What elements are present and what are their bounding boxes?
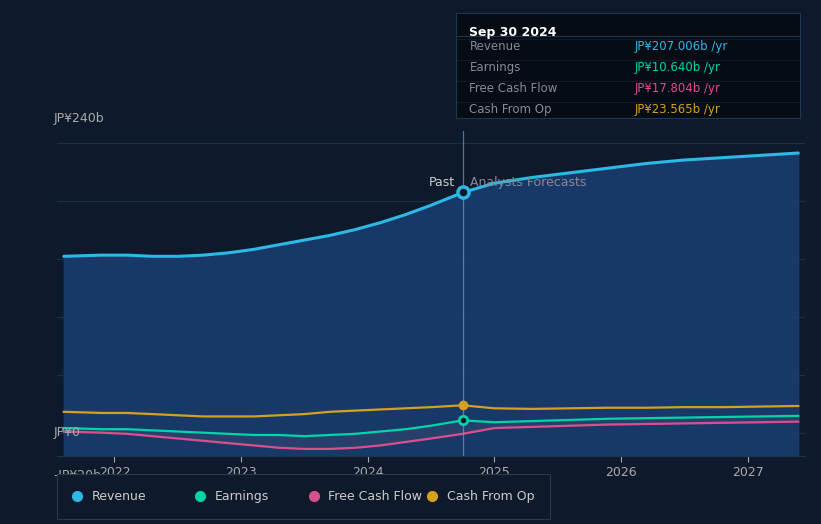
Text: JP¥207.006b /yr: JP¥207.006b /yr: [635, 40, 728, 53]
Text: JP¥23.565b /yr: JP¥23.565b /yr: [635, 103, 721, 116]
Text: JP¥10.640b /yr: JP¥10.640b /yr: [635, 61, 721, 74]
Text: Past: Past: [429, 177, 455, 190]
Text: Analysts Forecasts: Analysts Forecasts: [470, 177, 587, 190]
Text: JP¥0: JP¥0: [53, 426, 80, 439]
Text: Revenue: Revenue: [92, 490, 147, 503]
Text: JP¥240b: JP¥240b: [53, 112, 104, 125]
Text: Sep 30 2024: Sep 30 2024: [470, 26, 557, 39]
Text: Earnings: Earnings: [215, 490, 269, 503]
Text: Revenue: Revenue: [470, 40, 521, 53]
Text: Free Cash Flow: Free Cash Flow: [470, 82, 557, 95]
Text: -JP¥20b: -JP¥20b: [53, 469, 102, 482]
Text: Earnings: Earnings: [470, 61, 521, 74]
Text: Cash From Op: Cash From Op: [470, 103, 552, 116]
Text: Cash From Op: Cash From Op: [447, 490, 534, 503]
Text: Free Cash Flow: Free Cash Flow: [328, 490, 422, 503]
Text: JP¥17.804b /yr: JP¥17.804b /yr: [635, 82, 721, 95]
